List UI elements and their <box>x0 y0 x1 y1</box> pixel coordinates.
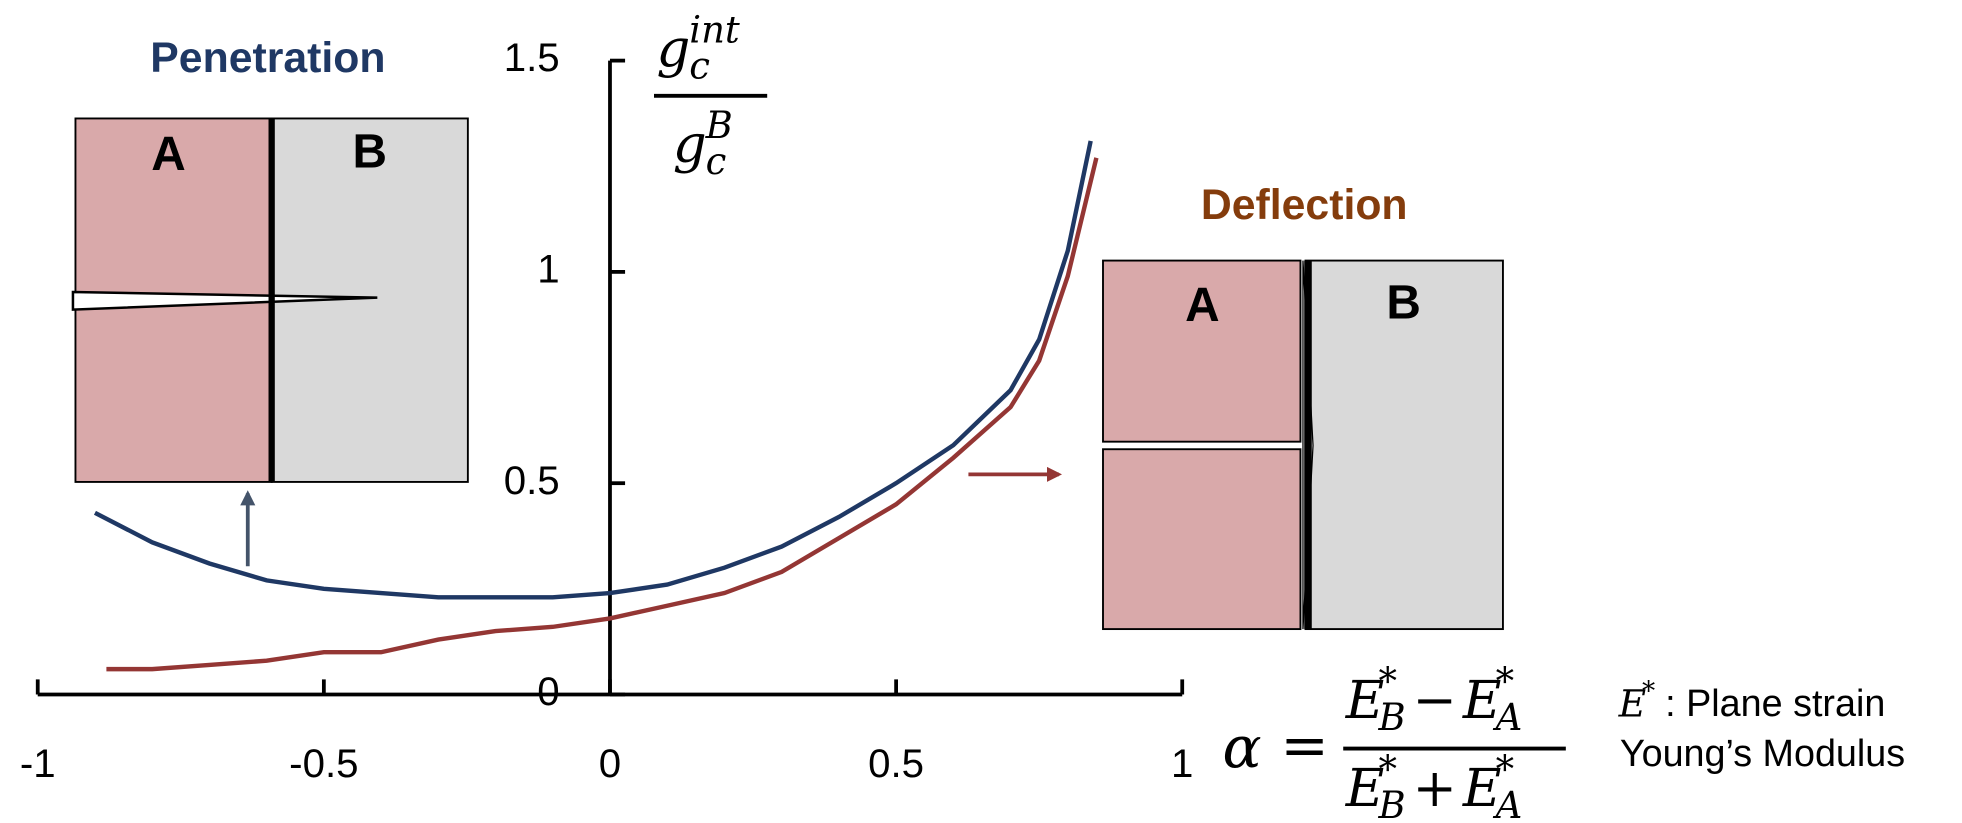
math-relation: = <box>1280 711 1328 779</box>
math-symbol: α <box>1222 713 1261 781</box>
material-b <box>1304 259 1504 631</box>
math-sup: B <box>705 104 733 147</box>
x-tick-label: -0.5 <box>289 741 358 786</box>
math-base: E <box>1462 670 1502 731</box>
math-operator: + <box>1413 758 1457 819</box>
penetration-inset: Penetration A B <box>71 34 469 567</box>
inset-label: B <box>1386 276 1421 329</box>
math-base: E <box>1345 670 1385 731</box>
math-sup: * <box>1378 660 1396 703</box>
crack <box>71 290 378 311</box>
math-sup: int <box>689 8 740 51</box>
math-sub: A <box>1493 696 1523 739</box>
x-tick-label: -1 <box>20 741 56 786</box>
math-base: E <box>1345 758 1385 819</box>
y-tick-label: 0.5 <box>504 458 560 503</box>
x-tick-label: 0.5 <box>868 741 924 786</box>
math-sup: * <box>1642 676 1655 707</box>
y-tick-label: 0 <box>537 669 559 714</box>
series-line <box>93 140 1093 600</box>
math-base: g <box>657 19 691 80</box>
deflection-inset: Deflection A B <box>968 181 1504 631</box>
math-sup: * <box>1496 660 1514 703</box>
math-sub: A <box>1493 784 1523 823</box>
x-tick-label: 1 <box>1171 741 1193 786</box>
note-text: Young’s Modulus <box>1620 732 1905 774</box>
inset-title: Penetration <box>150 34 385 82</box>
inset-title: Deflection <box>1201 181 1408 229</box>
math-sub: c <box>689 44 710 87</box>
material-a <box>1102 259 1302 443</box>
series-line <box>106 157 1099 672</box>
y-tick-label: 1.5 <box>504 35 560 80</box>
inset-label: B <box>353 126 388 179</box>
math-sup: * <box>1378 748 1396 791</box>
math-sup: * <box>1496 748 1514 791</box>
math-base: E <box>1618 682 1647 726</box>
x-tick-label: 0 <box>599 741 621 786</box>
material-a <box>1102 448 1302 631</box>
note-text: : Plane strain <box>1665 682 1885 724</box>
y-tick-label: 1 <box>537 247 559 292</box>
math-base: E <box>1462 758 1502 819</box>
inset-label: A <box>151 128 186 181</box>
math-sub: c <box>706 140 727 183</box>
inset-label: A <box>1185 279 1220 332</box>
math-base: g <box>673 114 707 175</box>
math-sub: B <box>1377 784 1405 823</box>
math-operator: − <box>1413 670 1457 731</box>
math-sub: B <box>1377 696 1405 739</box>
